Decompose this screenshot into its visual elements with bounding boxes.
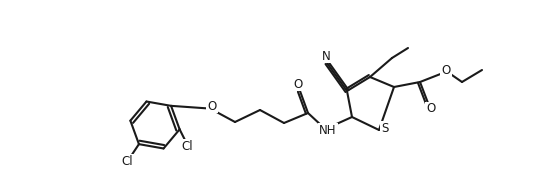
Text: O: O — [427, 103, 435, 116]
Text: S: S — [381, 122, 389, 135]
Text: N: N — [322, 50, 330, 63]
Text: NH: NH — [319, 123, 337, 137]
Text: Cl: Cl — [182, 140, 193, 153]
Text: O: O — [294, 78, 302, 90]
Text: O: O — [442, 64, 450, 76]
Text: O: O — [207, 99, 217, 113]
Text: Cl: Cl — [121, 155, 133, 168]
